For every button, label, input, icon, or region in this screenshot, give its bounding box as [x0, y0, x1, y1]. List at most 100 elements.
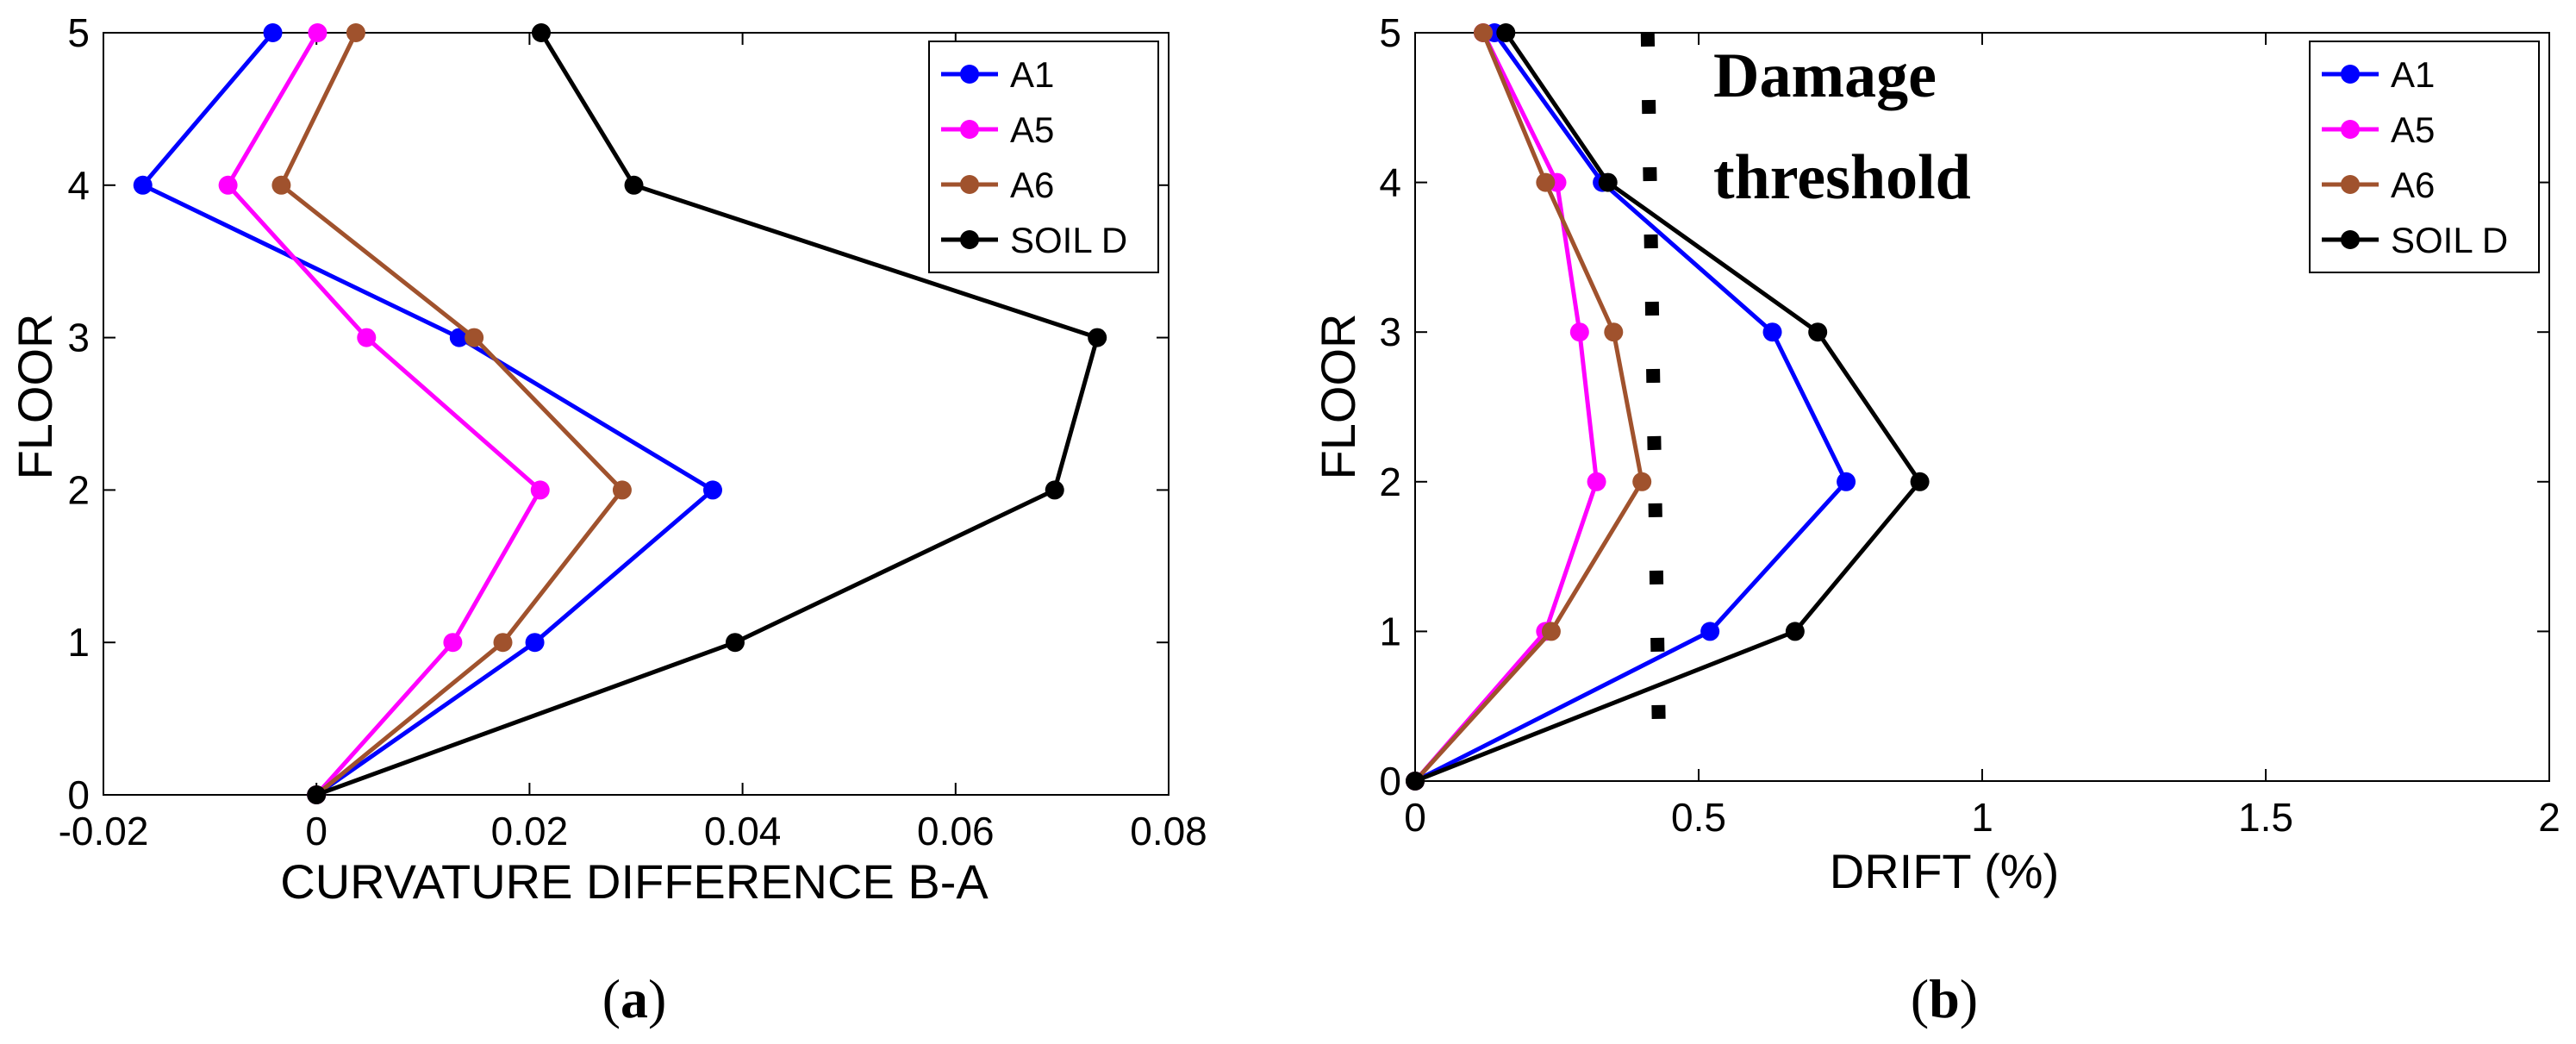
panel-a-legend: A1 A5 A6 SOIL D — [928, 41, 1159, 273]
x-tick-label: 0 — [305, 809, 327, 853]
data-point-a1 — [1700, 622, 1720, 641]
legend-marker-a5 — [960, 120, 979, 139]
y-tick-label: 3 — [67, 316, 90, 360]
data-point-soil-d — [1496, 23, 1516, 42]
x-tick-label: 1.5 — [2238, 795, 2293, 840]
legend-label-a1: A1 — [1010, 54, 1054, 95]
panel-b-x-axis-label: DRIFT (%) — [1830, 844, 2060, 898]
panel-a-series — [133, 23, 1107, 804]
legend-label-soil-d: SOIL D — [2391, 220, 2508, 260]
y-tick-label: 4 — [67, 163, 90, 208]
x-tick-label: 0.08 — [1130, 809, 1207, 853]
data-point-a6 — [271, 175, 291, 195]
data-point-a1 — [702, 480, 722, 500]
panel-b: 0 0.5 1 1.5 2 0 1 2 3 4 5 A1 A5 A6 SOIL D Damage thre… — [1311, 10, 2560, 1029]
panel-a-caption: (a) — [602, 968, 667, 1029]
x-tick-label: 0.06 — [917, 809, 995, 853]
data-point-a6 — [1473, 23, 1493, 42]
data-point-a5 — [308, 23, 327, 42]
series-line-a6 — [278, 31, 625, 797]
y-tick-label: 0 — [1379, 759, 1401, 803]
legend-marker-a1 — [2341, 65, 2360, 84]
series-line-a5 — [1413, 31, 1600, 783]
legend-label-soil-d: SOIL D — [1010, 220, 1127, 260]
panel-b-ticks: 0 0.5 1 1.5 2 0 1 2 3 4 5 — [1379, 10, 2560, 840]
data-point-a5 — [218, 175, 238, 195]
data-point-soil-d — [624, 175, 644, 195]
legend-marker-a6 — [960, 175, 979, 194]
data-point-soil-d — [1598, 172, 1618, 192]
series-line-a6 — [1413, 32, 1644, 783]
panel-b-caption: (b) — [1911, 968, 1978, 1029]
data-point-soil-d — [1785, 622, 1805, 641]
data-point-soil-d — [307, 785, 327, 804]
x-tick-label: 1 — [1971, 795, 1993, 840]
data-point-a1 — [1762, 322, 1782, 342]
data-point-a6 — [346, 23, 365, 42]
data-point-a1 — [1837, 472, 1856, 491]
data-point-a6 — [1632, 472, 1652, 491]
y-tick-label: 1 — [67, 620, 90, 665]
data-point-a5 — [530, 480, 550, 500]
y-tick-label: 0 — [67, 772, 90, 817]
data-point-a1 — [449, 328, 469, 347]
data-point-a1 — [263, 23, 283, 42]
y-tick-label: 2 — [67, 467, 90, 512]
x-tick-label: -0.02 — [59, 809, 149, 853]
legend-marker-a6 — [2341, 175, 2360, 194]
y-tick-label: 4 — [1379, 160, 1401, 205]
data-point-a6 — [612, 480, 632, 500]
panel-a-axes-frame — [103, 32, 1169, 796]
legend-marker-a1 — [960, 65, 979, 84]
y-tick-label: 1 — [1379, 609, 1401, 653]
damage-threshold-label-line1: Damage — [1713, 41, 1937, 111]
data-point-a5 — [1569, 322, 1589, 342]
data-point-soil-d — [725, 633, 745, 653]
y-tick-label: 5 — [1379, 10, 1401, 55]
panel-a-y-axis-label: FLOOR — [8, 314, 62, 480]
panel-b-series — [1406, 23, 1930, 791]
panel-a-plot-area — [103, 32, 1169, 796]
data-point-a6 — [1541, 622, 1561, 641]
x-tick-label: 0.5 — [1671, 795, 1726, 840]
legend-label-a6: A6 — [1010, 165, 1054, 205]
x-tick-label: 2 — [2538, 795, 2560, 840]
legend-label-a5: A5 — [2391, 109, 2435, 150]
data-point-a6 — [1536, 172, 1556, 192]
data-point-a1 — [133, 175, 153, 195]
legend-label-a1: A1 — [2391, 54, 2435, 95]
data-point-a6 — [1604, 322, 1624, 342]
legend-label-a6: A6 — [2391, 165, 2435, 205]
series-line-a5 — [226, 31, 543, 797]
data-point-a5 — [357, 328, 377, 347]
data-point-soil-d — [1910, 472, 1930, 491]
data-point-a5 — [443, 633, 463, 653]
legend-marker-soil-d — [960, 230, 979, 249]
data-point-a5 — [1587, 472, 1606, 491]
series-line-a1 — [140, 31, 715, 797]
series-line-a1 — [1413, 31, 1849, 784]
data-point-soil-d — [1808, 322, 1828, 342]
data-point-soil-d — [1045, 480, 1064, 500]
data-point-a6 — [493, 633, 513, 653]
data-point-a6 — [465, 328, 484, 347]
data-point-a1 — [525, 633, 545, 653]
x-tick-label: 0.02 — [491, 809, 569, 853]
y-tick-label: 5 — [67, 10, 90, 55]
series-line-soil-d — [1414, 31, 1923, 784]
data-point-soil-d — [1406, 772, 1425, 791]
panel-b-y-axis-label: FLOOR — [1311, 314, 1365, 480]
y-tick-label: 2 — [1379, 459, 1401, 504]
data-point-soil-d — [531, 23, 551, 42]
legend-marker-a5 — [2341, 120, 2360, 139]
y-tick-label: 3 — [1379, 309, 1401, 354]
legend-label-a5: A5 — [1010, 109, 1054, 150]
panel-a-x-axis-label: CURVATURE DIFFERENCE B-A — [280, 854, 989, 909]
series-line-soil-d — [315, 31, 1100, 797]
data-point-soil-d — [1088, 328, 1107, 347]
damage-threshold-label-line2: threshold — [1713, 142, 1971, 213]
panel-b-legend: A1 A5 A6 SOIL D — [2309, 41, 2540, 273]
